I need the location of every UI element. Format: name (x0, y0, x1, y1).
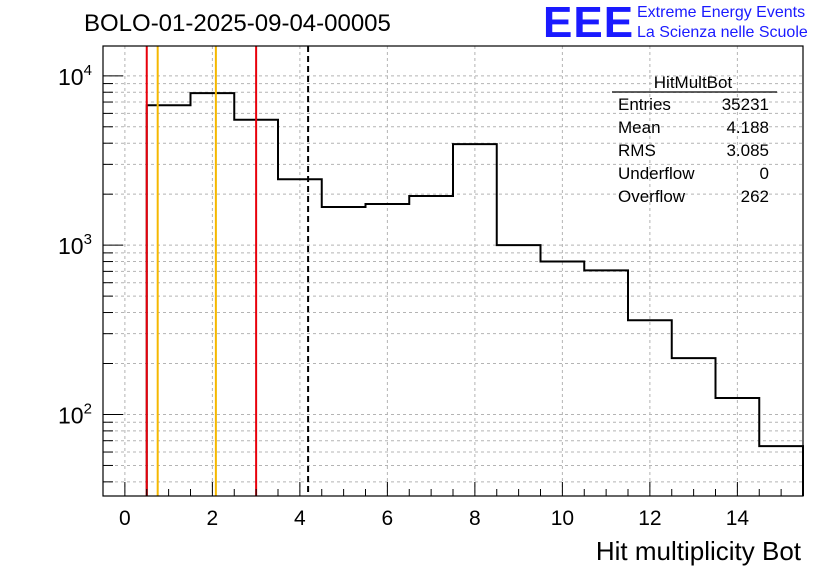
marker-lines (145, 46, 310, 496)
stats-title: HitMultBot (654, 73, 733, 92)
stats-label: RMS (618, 141, 656, 160)
x-tick-label: 4 (294, 507, 306, 530)
histogram-outline (145, 92, 804, 496)
stats-value: 262 (741, 187, 769, 206)
x-tick-label: 8 (469, 507, 481, 530)
stats-value: 3.085 (726, 141, 769, 160)
x-tick-label: 12 (638, 507, 661, 530)
x-tick-label: 14 (726, 507, 750, 530)
x-axis: 0 2 4 6 8 10 12 14 (102, 482, 804, 530)
histogram-bars (145, 92, 804, 496)
x-tick-label: 0 (119, 507, 131, 530)
x-tick-label: 2 (207, 507, 219, 530)
logo-line-2: La Scienza nelle Scuole (637, 24, 808, 41)
y-tick-label: 102 (58, 400, 92, 428)
y-axis: 102 103 104 (58, 62, 123, 483)
stats-label: Mean (618, 118, 661, 137)
x-tick-label: 6 (382, 507, 394, 530)
stats-box: HitMultBot Entries 35231 Mean 4.188 RMS … (612, 73, 777, 206)
stats-value: 0 (760, 164, 769, 183)
stats-value: 35231 (722, 95, 769, 114)
run-title: BOLO-01-2025-09-04-00005 (84, 10, 391, 37)
x-tick-label: 10 (551, 507, 574, 530)
y-tick-label: 103 (58, 231, 92, 259)
y-tick-label: 104 (58, 62, 92, 90)
stats-value: 4.188 (726, 118, 769, 137)
stats-label: Overflow (618, 187, 686, 206)
logo-line-1: Extreme Energy Events (637, 4, 806, 21)
x-axis-label: Hit multiplicity Bot (596, 536, 802, 566)
eee-logo: EEE (543, 0, 635, 47)
grid-lines (103, 46, 803, 496)
stats-label: Entries (618, 95, 671, 114)
stats-label: Underflow (618, 164, 695, 183)
